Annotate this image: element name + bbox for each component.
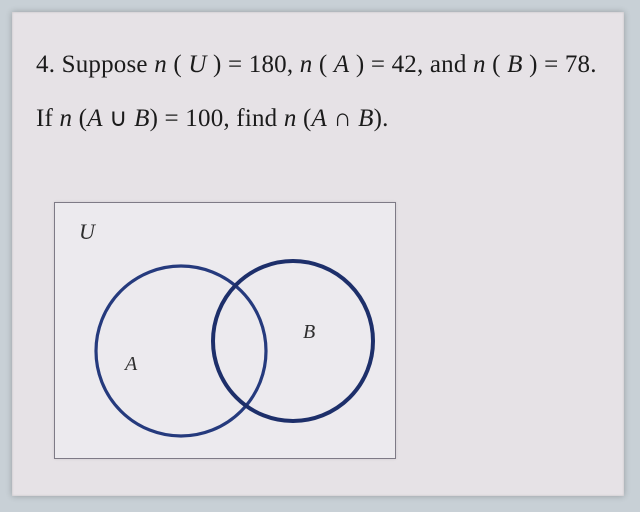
- problem-line-1: 4. Suppose n ( U ) = 180, n ( A ) = 42, …: [36, 48, 610, 82]
- circle-b: [213, 261, 373, 421]
- set-a-label: A: [125, 353, 137, 376]
- venn-container: U A B: [54, 202, 396, 459]
- circle-a: [96, 266, 266, 436]
- problem-text: 4. Suppose n ( U ) = 180, n ( A ) = 42, …: [36, 48, 610, 136]
- venn-diagram: [55, 203, 395, 458]
- set-b-label: B: [303, 321, 315, 344]
- problem-line-2: If n (A ∪ B) = 100, find n (A ∩ B).: [36, 102, 610, 136]
- page-surface: 4. Suppose n ( U ) = 180, n ( A ) = 42, …: [12, 12, 624, 496]
